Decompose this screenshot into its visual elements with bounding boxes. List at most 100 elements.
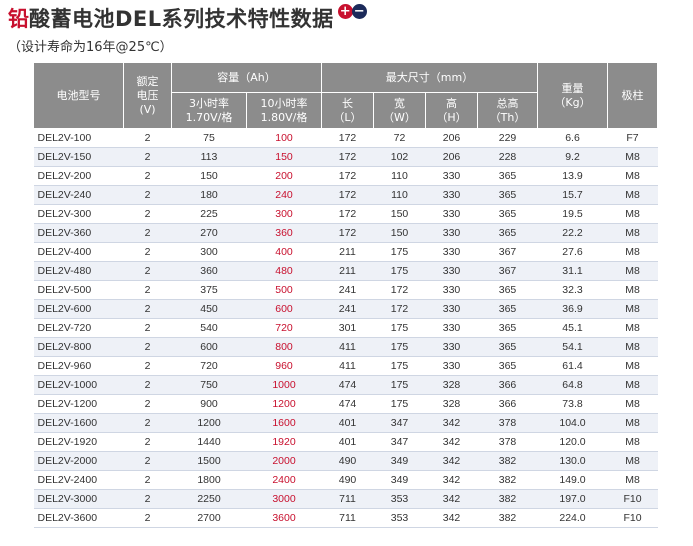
table-row: DEL2V-360 2 270 360 172 150 330 365 22.2 M8	[33, 223, 658, 243]
cell-width: 347	[373, 413, 426, 433]
header-voltage: 额定 电压 (V)	[123, 62, 172, 129]
cell-capacity-3h: 2700	[171, 508, 247, 528]
cell-total-height: 365	[477, 223, 538, 243]
cell-capacity-10h: 1920	[246, 432, 322, 452]
cell-width: 175	[373, 394, 426, 414]
header-total-height: 总高 （Th）	[477, 92, 538, 129]
cell-capacity-10h: 3000	[246, 489, 322, 509]
cell-weight: 22.2	[537, 223, 608, 243]
table-row: DEL2V-400 2 300 400 211 175 330 367 27.6 M8	[33, 242, 658, 262]
plus-icon: +	[337, 4, 353, 19]
cell-total-height: 382	[477, 470, 538, 490]
header-dimensions: 最大尺寸（mm）	[321, 62, 538, 93]
cell-model: DEL2V-2000	[33, 451, 124, 471]
cell-voltage: 2	[123, 166, 172, 186]
cell-length: 241	[321, 280, 374, 300]
header-weight-label: 重量	[561, 81, 584, 95]
cell-terminal: F10	[607, 508, 658, 528]
cell-model: DEL2V-480	[33, 261, 124, 281]
cell-capacity-10h: 480	[246, 261, 322, 281]
cell-capacity-3h: 2250	[171, 489, 247, 509]
cell-total-height: 365	[477, 299, 538, 319]
cell-capacity-10h: 1200	[246, 394, 322, 414]
cell-capacity-10h: 300	[246, 204, 322, 224]
cell-model: DEL2V-150	[33, 147, 124, 167]
cell-terminal: M8	[607, 432, 658, 452]
header-cap-3h-rate: 3小时率	[189, 96, 229, 110]
cell-total-height: 367	[477, 261, 538, 281]
cell-terminal: M8	[607, 280, 658, 300]
cell-height: 330	[425, 261, 478, 281]
header-length-label: 长	[342, 96, 353, 110]
cell-width: 175	[373, 318, 426, 338]
spec-table: 电池型号 额定 电压 (V) 容量（Ah） 最大尺寸（mm） 重量 （Kg） 极…	[33, 62, 658, 528]
cell-capacity-10h: 1000	[246, 375, 322, 395]
header-height: 高 （H）	[425, 92, 478, 129]
cell-voltage: 2	[123, 299, 172, 319]
header-terminal: 极柱	[607, 62, 658, 129]
cell-length: 474	[321, 394, 374, 414]
table-row: DEL2V-2000 2 1500 2000 490 349 342 382 130.0 M8	[33, 451, 658, 471]
cell-total-height: 366	[477, 394, 538, 414]
cell-height: 330	[425, 280, 478, 300]
header-capacity: 容量（Ah）	[171, 62, 322, 93]
table-row: DEL2V-1000 2 750 1000 474 175 328 366 64.8 M8	[33, 375, 658, 395]
cell-capacity-10h: 600	[246, 299, 322, 319]
cell-model: DEL2V-500	[33, 280, 124, 300]
cell-capacity-10h: 100	[246, 128, 322, 148]
cell-model: DEL2V-1200	[33, 394, 124, 414]
table-row: DEL2V-480 2 360 480 211 175 330 367 31.1 M8	[33, 261, 658, 281]
table-row: DEL2V-3600 2 2700 3600 711 353 342 382 224.0 F10	[33, 508, 658, 528]
cell-terminal: M8	[607, 375, 658, 395]
cell-height: 330	[425, 204, 478, 224]
cell-weight: 54.1	[537, 337, 608, 357]
cell-voltage: 2	[123, 413, 172, 433]
cell-voltage: 2	[123, 394, 172, 414]
cell-length: 211	[321, 242, 374, 262]
cell-model: DEL2V-360	[33, 223, 124, 243]
header-model: 电池型号	[33, 62, 124, 129]
cell-length: 401	[321, 432, 374, 452]
cell-total-height: 366	[477, 375, 538, 395]
cell-model: DEL2V-2400	[33, 470, 124, 490]
plus-minus-icon: + −	[337, 4, 372, 20]
cell-length: 241	[321, 299, 374, 319]
cell-total-height: 382	[477, 451, 538, 471]
cell-weight: 27.6	[537, 242, 608, 262]
header-width: 宽 （W）	[373, 92, 426, 129]
cell-terminal: M8	[607, 166, 658, 186]
cell-capacity-3h: 180	[171, 185, 247, 205]
cell-capacity-3h: 750	[171, 375, 247, 395]
cell-capacity-3h: 270	[171, 223, 247, 243]
cell-voltage: 2	[123, 223, 172, 243]
cell-capacity-10h: 960	[246, 356, 322, 376]
cell-width: 110	[373, 166, 426, 186]
cell-width: 353	[373, 489, 426, 509]
cell-weight: 64.8	[537, 375, 608, 395]
table-row: DEL2V-500 2 375 500 241 172 330 365 32.3 M8	[33, 280, 658, 300]
table-row: DEL2V-800 2 600 800 411 175 330 365 54.1 M8	[33, 337, 658, 357]
cell-voltage: 2	[123, 204, 172, 224]
title-first-char: 铅	[8, 7, 29, 31]
cell-length: 172	[321, 223, 374, 243]
cell-length: 172	[321, 204, 374, 224]
cell-capacity-3h: 900	[171, 394, 247, 414]
cell-weight: 13.9	[537, 166, 608, 186]
cell-capacity-10h: 720	[246, 318, 322, 338]
cell-total-height: 365	[477, 204, 538, 224]
cell-height: 328	[425, 375, 478, 395]
header-weight-unit: （Kg）	[554, 95, 591, 109]
cell-height: 330	[425, 356, 478, 376]
cell-width: 175	[373, 337, 426, 357]
table-row: DEL2V-960 2 720 960 411 175 330 365 61.4 M8	[33, 356, 658, 376]
cell-width: 72	[373, 128, 426, 148]
cell-capacity-10h: 2000	[246, 451, 322, 471]
cell-model: DEL2V-240	[33, 185, 124, 205]
cell-height: 330	[425, 337, 478, 357]
cell-terminal: M8	[607, 337, 658, 357]
cell-terminal: M8	[607, 299, 658, 319]
cell-total-height: 365	[477, 166, 538, 186]
cell-length: 211	[321, 261, 374, 281]
cell-weight: 104.0	[537, 413, 608, 433]
cell-width: 349	[373, 451, 426, 471]
